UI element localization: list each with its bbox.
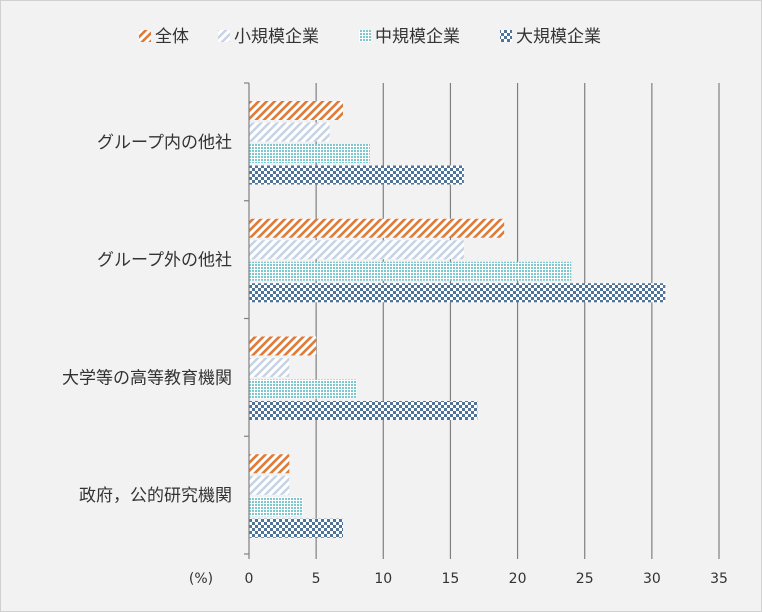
bar-4-4	[249, 518, 343, 538]
bar-3-2	[249, 261, 572, 281]
x-tick-label: 5	[312, 571, 321, 587]
bar-2-1	[249, 122, 330, 142]
bar-3-3	[249, 379, 357, 399]
category-label: 大学等の高等教育機関	[62, 368, 232, 388]
x-tick-label: 35	[710, 571, 728, 587]
legend-label: 全体	[155, 27, 189, 47]
legend-swatch	[218, 30, 230, 42]
bar-2-2	[249, 240, 464, 260]
bar-2-3	[249, 358, 290, 377]
bars	[249, 101, 666, 538]
category-label: グループ内の他社	[97, 133, 232, 153]
gridlines	[315, 83, 720, 554]
bar-4-2	[249, 283, 666, 303]
x-tick-label: 15	[442, 571, 460, 587]
x-tick-label: 20	[509, 571, 527, 587]
category-label: グループ外の他社	[97, 251, 232, 271]
x-tick-label: 30	[643, 571, 661, 587]
bar-1-3	[249, 336, 317, 356]
unit-label: (%)	[189, 571, 213, 587]
bar-1-1	[249, 101, 343, 120]
legend-label: 小規模企業	[234, 27, 319, 47]
bar-2-4	[249, 475, 290, 495]
legend-swatch	[359, 30, 371, 42]
labels: 0 5 10 15 20 25 30 35 (%) グループ内の他社グループ外の他社大学等の高等教…	[62, 133, 728, 587]
legend: 全体 小規模企業 中規模企業 大規模企業	[139, 27, 601, 47]
legend-swatch	[500, 30, 512, 42]
axes	[244, 82, 720, 559]
category-label: 政府，公的研究機関	[79, 486, 232, 506]
bar-3-1	[249, 144, 370, 163]
legend-label: 大規模企業	[516, 27, 601, 47]
legend-label: 中規模企業	[375, 27, 460, 47]
legend-swatch	[139, 30, 151, 42]
bar-3-4	[249, 497, 303, 517]
bar-4-3	[249, 401, 478, 420]
bar-4-1	[249, 165, 464, 185]
bar-1-2	[249, 218, 505, 238]
x-tick-label: 10	[374, 571, 392, 587]
bar-1-4	[249, 454, 290, 474]
x-tick-label: 0	[245, 571, 254, 587]
x-tick-label: 25	[576, 571, 594, 587]
